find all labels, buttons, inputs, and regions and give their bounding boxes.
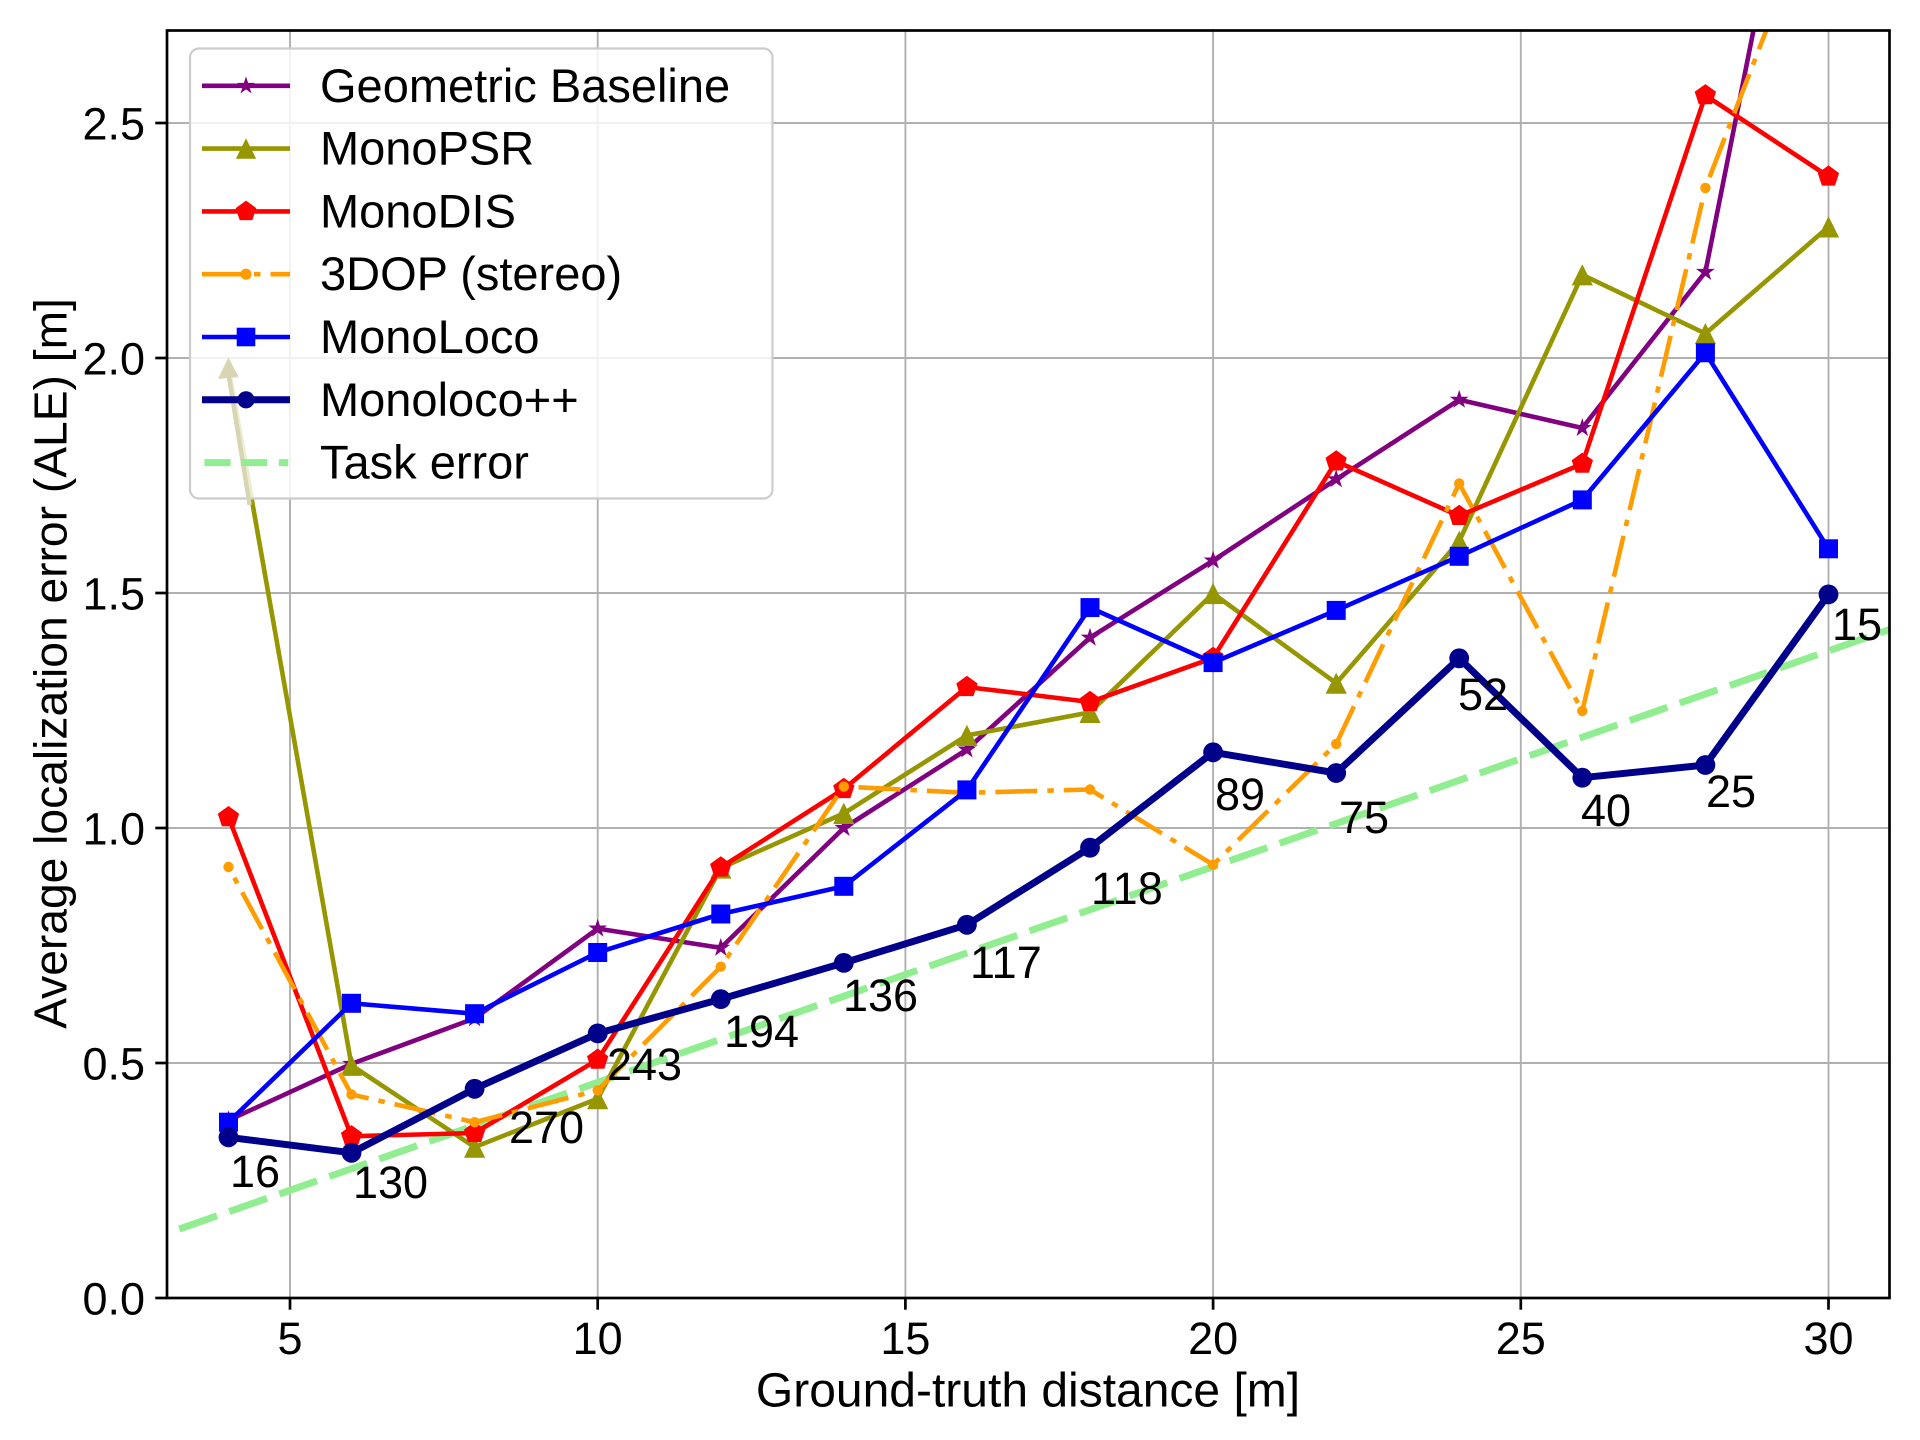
- svg-text:25: 25: [1496, 1313, 1546, 1364]
- svg-text:2.0: 2.0: [82, 334, 145, 385]
- svg-text:270: 270: [509, 1102, 584, 1153]
- svg-text:1.0: 1.0: [82, 804, 145, 855]
- svg-text:15: 15: [1832, 599, 1882, 650]
- svg-text:MonoPSR: MonoPSR: [320, 122, 534, 175]
- svg-text:Task error: Task error: [320, 436, 529, 489]
- svg-text:MonoLoco: MonoLoco: [320, 310, 540, 363]
- svg-text:16: 16: [230, 1146, 280, 1197]
- svg-text:0.5: 0.5: [82, 1039, 145, 1090]
- svg-text:136: 136: [843, 970, 918, 1021]
- svg-text:Average localization error (AL: Average localization error (ALE) [m]: [25, 298, 77, 1029]
- svg-text:89: 89: [1215, 769, 1265, 820]
- svg-text:1.5: 1.5: [82, 569, 145, 620]
- svg-text:52: 52: [1458, 669, 1508, 720]
- svg-text:5: 5: [277, 1313, 302, 1364]
- svg-text:194: 194: [724, 1006, 799, 1057]
- svg-text:40: 40: [1581, 785, 1631, 836]
- svg-text:Geometric Baseline: Geometric Baseline: [320, 59, 730, 112]
- svg-text:243: 243: [607, 1039, 682, 1090]
- svg-text:3DOP (stereo): 3DOP (stereo): [320, 247, 622, 300]
- svg-text:0.0: 0.0: [82, 1274, 145, 1325]
- svg-text:118: 118: [1091, 863, 1163, 914]
- svg-text:15: 15: [880, 1313, 930, 1364]
- svg-text:Ground-truth distance [m]: Ground-truth distance [m]: [756, 1365, 1300, 1418]
- svg-text:130: 130: [353, 1157, 428, 1208]
- svg-text:30: 30: [1803, 1313, 1853, 1364]
- svg-text:75: 75: [1339, 792, 1389, 843]
- svg-text:20: 20: [1188, 1313, 1238, 1364]
- svg-text:25: 25: [1706, 766, 1756, 817]
- svg-text:10: 10: [573, 1313, 623, 1364]
- svg-text:MonoDIS: MonoDIS: [320, 184, 516, 237]
- svg-text:Monoloco++: Monoloco++: [320, 373, 579, 426]
- svg-text:117: 117: [970, 937, 1042, 988]
- svg-text:2.5: 2.5: [82, 99, 145, 150]
